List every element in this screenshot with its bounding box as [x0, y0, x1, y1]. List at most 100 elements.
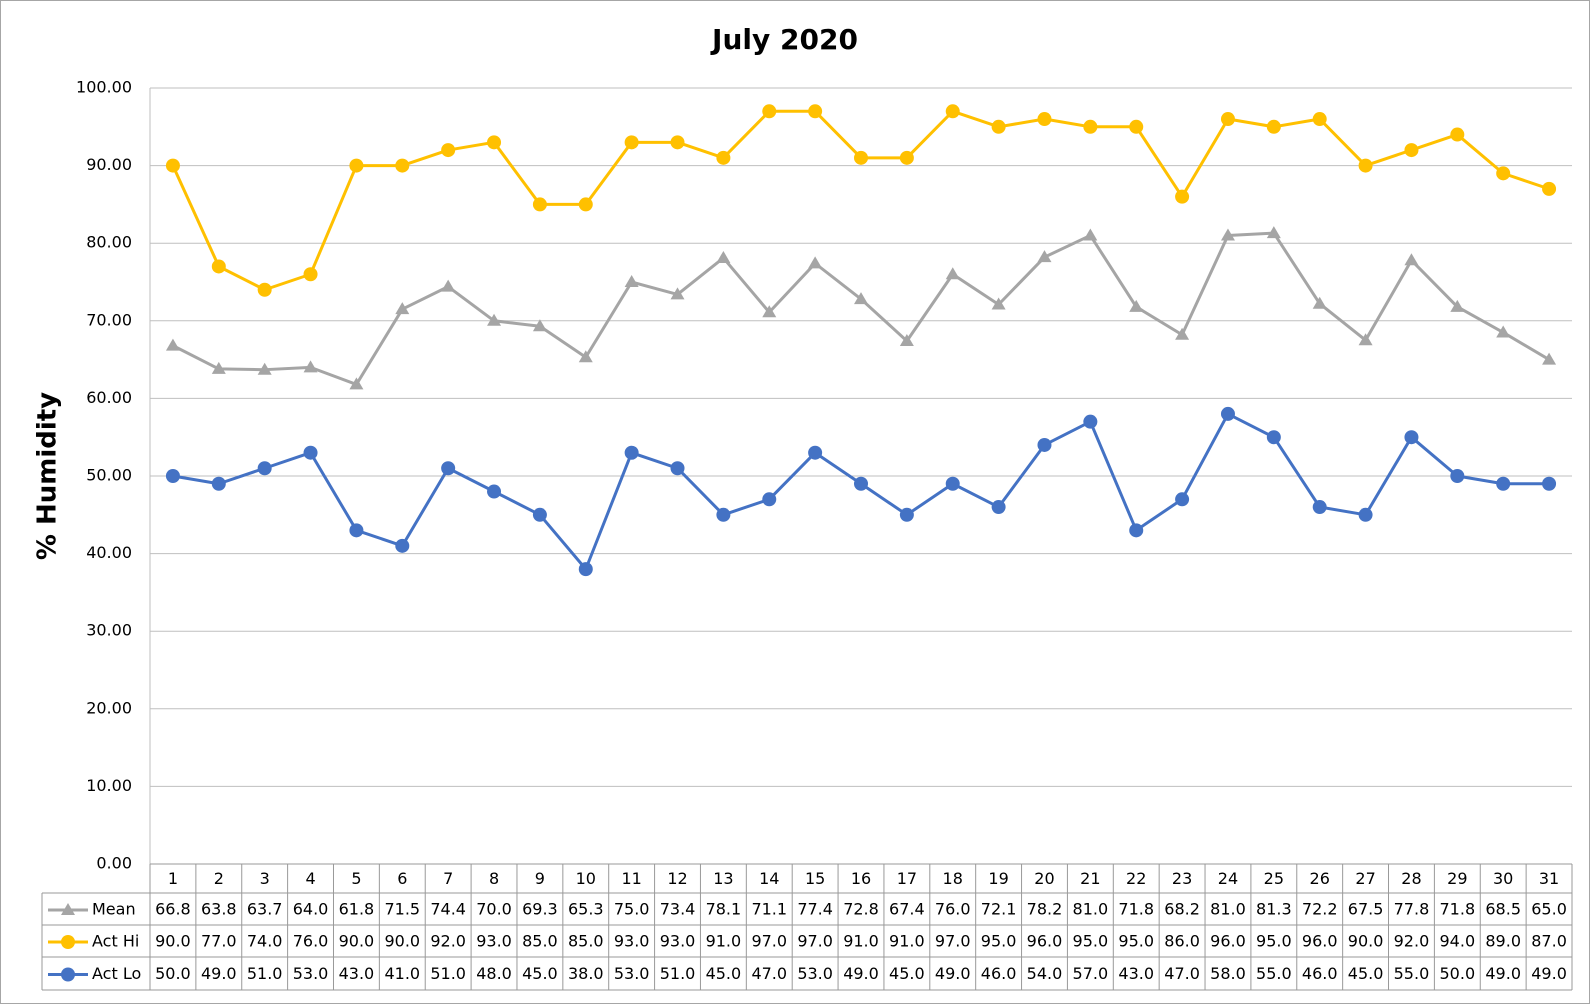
table-cell: 65.3 — [568, 900, 604, 919]
table-cell: 49.0 — [201, 964, 237, 983]
x-tick-label: 16 — [851, 869, 871, 888]
table-cell: 71.8 — [1440, 900, 1476, 919]
data-point — [165, 338, 180, 351]
data-point — [1542, 352, 1557, 365]
data-point — [762, 305, 777, 318]
data-point — [1358, 333, 1373, 346]
table-cell: 77.4 — [797, 900, 833, 919]
data-point — [211, 259, 226, 274]
data-point — [1175, 189, 1190, 204]
data-point — [945, 104, 960, 119]
table-cell: 97.0 — [935, 932, 971, 951]
table-cell: 97.0 — [751, 932, 787, 951]
table-cell: 93.0 — [476, 932, 512, 951]
table-cell: 53.0 — [797, 964, 833, 983]
table-cell: 90.0 — [155, 932, 191, 951]
table-cell: 73.4 — [660, 900, 696, 919]
data-point — [257, 282, 272, 297]
x-tick-label: 22 — [1126, 869, 1146, 888]
data-point — [808, 256, 823, 269]
table-cell: 93.0 — [660, 932, 696, 951]
x-tick-label: 26 — [1310, 869, 1330, 888]
legend-marker — [61, 967, 75, 982]
table-cell: 49.0 — [843, 964, 879, 983]
x-tick-label: 30 — [1493, 869, 1513, 888]
data-point — [854, 150, 868, 165]
x-tick-label: 20 — [1034, 869, 1054, 888]
table-cell: 92.0 — [1394, 932, 1430, 951]
y-tick-label: 80.00 — [86, 233, 132, 252]
data-point — [1129, 119, 1144, 134]
data-point — [899, 150, 914, 165]
x-tick-label: 31 — [1539, 869, 1559, 888]
data-point — [1220, 406, 1235, 421]
data-point — [1404, 143, 1419, 158]
data-point — [441, 143, 456, 158]
data-point — [808, 104, 823, 119]
table-cell: 65.0 — [1531, 900, 1567, 919]
data-point — [624, 135, 639, 150]
x-tick-label: 13 — [713, 869, 733, 888]
table-cell: 75.0 — [614, 900, 650, 919]
data-point — [1450, 469, 1465, 483]
data-point — [1129, 299, 1144, 312]
data-point — [1496, 476, 1511, 491]
data-point — [945, 476, 960, 491]
table-cell: 64.0 — [293, 900, 329, 919]
table-cell: 95.0 — [1118, 932, 1154, 951]
table-cell: 46.0 — [981, 964, 1017, 983]
data-point — [1129, 523, 1144, 538]
x-tick-label: 28 — [1401, 869, 1421, 888]
y-tick-label: 60.00 — [86, 388, 132, 407]
table-cell: 55.0 — [1394, 964, 1430, 983]
data-point — [716, 150, 731, 165]
x-tick-label: 3 — [260, 869, 270, 888]
table-cell: 86.0 — [1164, 932, 1200, 951]
data-point — [716, 250, 731, 263]
data-point — [1083, 414, 1098, 429]
x-tick-label: 27 — [1355, 869, 1375, 888]
data-point — [532, 197, 547, 212]
data-point — [1220, 112, 1235, 127]
table-cell: 71.8 — [1118, 900, 1154, 919]
table-cell: 47.0 — [751, 964, 787, 983]
table-cell: 76.0 — [293, 932, 329, 951]
table-cell: 68.5 — [1485, 900, 1521, 919]
data-point — [395, 158, 410, 173]
table-cell: 72.1 — [981, 900, 1017, 919]
table-cell: 61.8 — [339, 900, 375, 919]
table-cell: 95.0 — [981, 932, 1017, 951]
table-cell: 95.0 — [1073, 932, 1109, 951]
table-cell: 50.0 — [155, 964, 191, 983]
data-point — [991, 119, 1006, 134]
data-point — [854, 476, 868, 491]
data-point — [257, 461, 272, 476]
y-tick-label: 70.00 — [86, 310, 132, 329]
table-cell: 70.0 — [476, 900, 512, 919]
x-tick-label: 4 — [305, 869, 315, 888]
data-point — [624, 275, 639, 287]
table-cell: 87.0 — [1531, 932, 1567, 951]
table-cell: 90.0 — [1348, 932, 1384, 951]
x-tick-label: 8 — [489, 869, 499, 888]
data-point — [1037, 112, 1052, 127]
table-cell: 91.0 — [843, 932, 879, 951]
x-tick-label: 24 — [1218, 869, 1238, 888]
data-point — [1404, 430, 1419, 445]
data-point — [762, 492, 777, 507]
table-cell: 96.0 — [1027, 932, 1063, 951]
x-tick-label: 10 — [576, 869, 596, 888]
legend-marker — [61, 903, 75, 915]
y-tick-label: 40.00 — [86, 543, 132, 562]
data-point — [1358, 158, 1373, 173]
data-point — [441, 461, 456, 476]
legend-label: Act Lo — [92, 964, 141, 983]
x-tick-label: 12 — [667, 869, 687, 888]
table-cell: 74.4 — [430, 900, 466, 919]
data-point — [165, 158, 180, 173]
data-point — [991, 297, 1006, 310]
table-cell: 71.1 — [751, 900, 787, 919]
y-tick-label: 90.00 — [86, 155, 132, 174]
data-point — [303, 267, 318, 282]
